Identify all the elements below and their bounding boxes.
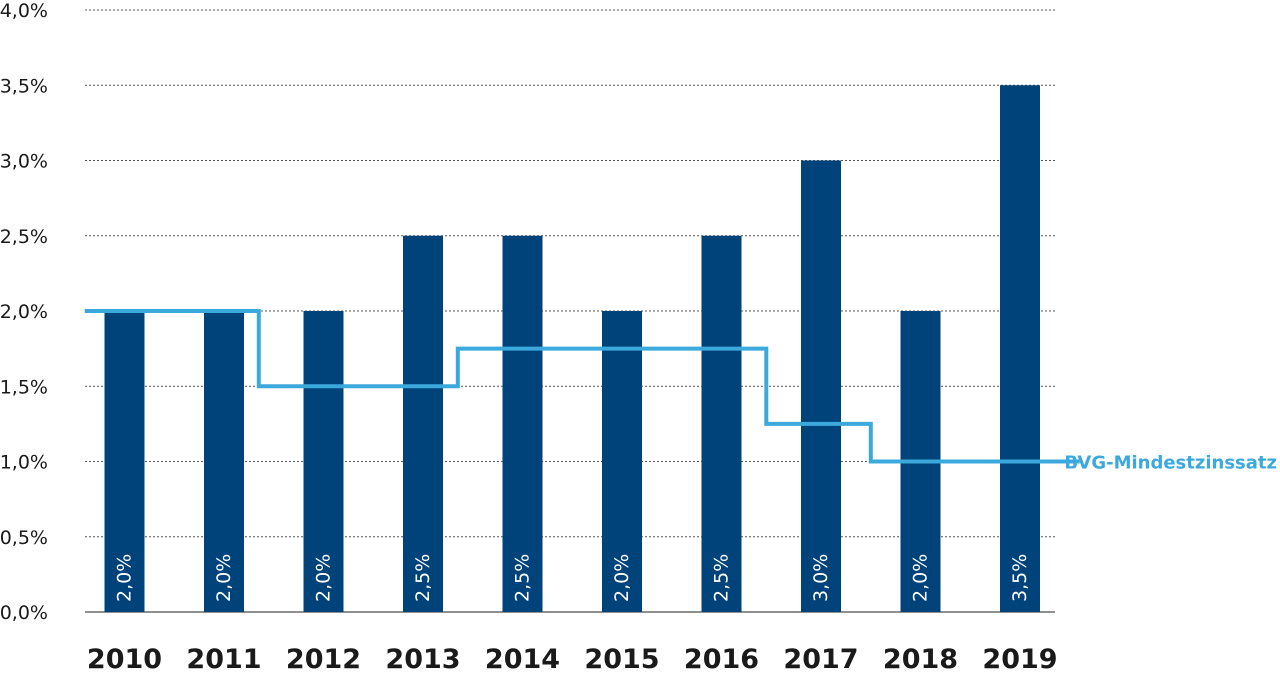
bar-2016 [701, 235, 742, 612]
step-line-layer: BVG-Mindestzinssatz [84, 309, 1277, 474]
bar-data-label: 2,0% [313, 554, 335, 602]
bar-2011 [204, 311, 244, 612]
x-tick-label: 2018 [883, 644, 958, 669]
bar-2017 [801, 160, 841, 612]
ticks-layer: 0,0% 0,5% 1,0% 1,5% 2,0% 2,5% 3,0% 3,5% 4,0% 2010… [0, 0, 1058, 673]
y-tick-label: 0,0% [0, 602, 48, 624]
x-tick-label: 2010 [87, 644, 162, 669]
y-tick-label: 1,0% [0, 452, 48, 474]
bar-data-label: 2,0% [910, 554, 932, 602]
x-tick-label: 2012 [286, 644, 361, 669]
bar-2015 [602, 311, 642, 612]
bar-2019 [1000, 85, 1040, 612]
x-tick-label: 2015 [584, 644, 659, 669]
y-tick-label: 2,0% [0, 301, 48, 323]
bar-data-label: 2,0% [213, 554, 235, 602]
x-tick-label: 2011 [186, 644, 261, 669]
bar-2012 [303, 311, 344, 612]
bar-data-label: 2,0% [611, 554, 633, 602]
bar-data-label: 3,5% [1009, 554, 1031, 602]
x-tick-label: 2017 [783, 644, 858, 669]
y-tick-label: 3,5% [0, 75, 48, 97]
bar-2013 [403, 235, 443, 612]
bar-data-label: 2,5% [711, 554, 733, 602]
x-tick-label: 2016 [684, 644, 759, 669]
y-tick-label: 2,5% [0, 226, 48, 248]
step-line-label: BVG-Mindestzinssatz [1064, 453, 1277, 474]
x-tick-label: 2019 [982, 644, 1057, 669]
bar-data-label: 2,5% [512, 554, 534, 602]
step-line-bvg-mindestzinssatz [84, 309, 1080, 464]
x-tick-label: 2014 [485, 644, 560, 669]
bar-2010 [104, 311, 145, 612]
bar-data-label: 2,5% [412, 554, 434, 602]
y-tick-label: 4,0% [0, 0, 48, 22]
bar-data-label: 3,0% [810, 554, 832, 602]
y-tick-label: 3,0% [0, 151, 48, 173]
y-tick-label: 1,5% [0, 376, 48, 398]
bar-data-label: 2,0% [114, 554, 136, 602]
y-tick-label: 0,5% [0, 527, 48, 549]
bar-2014 [502, 235, 543, 612]
x-tick-label: 2013 [385, 644, 460, 669]
